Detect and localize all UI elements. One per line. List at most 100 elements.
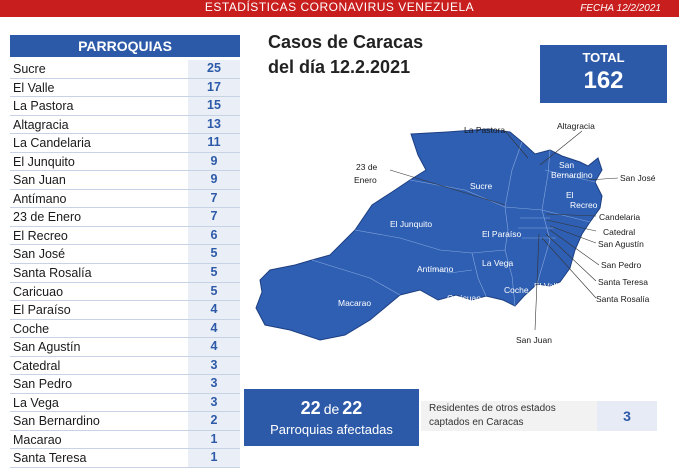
- map-label-coche: Coche: [504, 285, 529, 295]
- leader-line: [546, 219, 597, 232]
- residentes-value: 3: [597, 401, 657, 431]
- map-label-san-bernardino-2: Bernardino: [551, 170, 593, 180]
- table-row: El Valle 17: [10, 78, 240, 98]
- leader-line: [504, 130, 529, 159]
- table-row: Coche 4: [10, 319, 240, 339]
- map-label-el-recreo-2: Recreo: [570, 200, 598, 210]
- table-row: San Agustín 4: [10, 338, 240, 357]
- map-label-caricuao: Caricuao: [447, 293, 481, 303]
- afectadas-value: 22: [300, 398, 321, 418]
- parroquia-count: 4: [188, 301, 240, 319]
- parroquia-count: 7: [188, 208, 240, 226]
- parroquia-count: 4: [188, 319, 240, 338]
- map-label-el-junquito: El Junquito: [390, 219, 432, 229]
- map-label-el-paraiso: El Paraíso: [482, 229, 521, 239]
- leader-line: [389, 169, 506, 206]
- afectadas-label: Parroquias afectadas: [270, 422, 393, 437]
- map-callout-san-agustin: San Agustín: [598, 239, 644, 249]
- map-callout-catedral: Catedral: [603, 227, 635, 237]
- border-line: [354, 229, 506, 254]
- border-line: [504, 206, 509, 251]
- leader-line: [541, 237, 597, 299]
- parroquia-count: 1: [188, 430, 240, 449]
- table-row: Santa Rosalía 5: [10, 264, 240, 283]
- total-label: TOTAL: [582, 50, 625, 65]
- afectadas-de: de: [323, 401, 340, 417]
- parroquia-count: 9: [188, 152, 240, 171]
- table-row: Altagracia 13: [10, 115, 240, 135]
- map-callout-santa-teresa: Santa Teresa: [598, 277, 648, 287]
- inner-labels: Sucre El Junquito Antímano Macarao Caric…: [338, 160, 598, 308]
- table-row: La Vega 3: [10, 393, 240, 413]
- border-line: [429, 267, 473, 274]
- table-row: La Pastora 15: [10, 97, 240, 116]
- parroquia-count: 25: [188, 60, 240, 78]
- table-row: El Junquito 9: [10, 152, 240, 172]
- map-region-caracas: [255, 128, 603, 341]
- report-date: FECHA 12/2/2021: [580, 3, 661, 14]
- parroquia-name: El Recreo: [13, 228, 68, 243]
- map-svg: Sucre El Junquito Antímano Macarao Caric…: [255, 121, 656, 345]
- map-callout-san-pedro: San Pedro: [601, 260, 641, 270]
- callout-labels: La Pastora Altagracia 23 de Enero San Jo…: [354, 121, 656, 345]
- table-row: San Bernardino 2: [10, 412, 240, 431]
- parroquia-count: 5: [188, 245, 240, 263]
- border-line: [409, 179, 543, 211]
- map-callout-23-de-enero-1: 23 de: [356, 162, 378, 172]
- parroquia-name: Catedral: [13, 358, 61, 373]
- map-label-la-vega: La Vega: [482, 258, 513, 268]
- parroquia-count: 9: [188, 171, 240, 189]
- residentes-box: Residentes de otros estados captados en …: [421, 401, 657, 431]
- map-label-sucre: Sucre: [470, 181, 492, 191]
- parroquia-count: 5: [188, 264, 240, 282]
- parroquia-count: 1: [188, 449, 240, 467]
- parroquia-name: Altagracia: [13, 117, 69, 132]
- header-bar: ESTADÍSTICAS CORONAVIRUS VENEZUELA FECHA…: [0, 0, 679, 17]
- parroquia-count: 7: [188, 189, 240, 208]
- map-label-el-valle: El Valle: [534, 281, 562, 291]
- headline-line-1: Casos de Caracas: [268, 32, 424, 52]
- parroquia-name: San José: [13, 247, 66, 262]
- leader-line: [549, 225, 597, 244]
- map-callout-altagracia: Altagracia: [557, 121, 595, 131]
- total-box: TOTAL 162: [540, 45, 667, 103]
- map-callout-la-pastora: La Pastora: [464, 125, 505, 135]
- residentes-label: Residentes de otros estados captados en …: [429, 403, 556, 428]
- parroquia-count: 3: [188, 375, 240, 393]
- leader-line: [549, 229, 600, 266]
- table-row: Sucre 25: [10, 60, 240, 79]
- parroquia-name: La Pastora: [13, 99, 74, 114]
- parroquia-name: El Junquito: [13, 154, 75, 169]
- map-label-antimano: Antímano: [417, 264, 454, 274]
- table-row: San José 5: [10, 245, 240, 265]
- parroquias-table: Sucre 25 El Valle 17 La Pastora 15 Altagrac…: [10, 60, 240, 469]
- border-line: [311, 259, 401, 296]
- border-line: [541, 209, 591, 223]
- parroquia-name: Coche: [13, 321, 50, 336]
- parroquia-name: San Pedro: [13, 377, 73, 392]
- table-row: Santa Teresa 1: [10, 449, 240, 469]
- parroquia-count: 4: [188, 338, 240, 356]
- headline: Casos de Caracas del día 12.2.2021: [268, 30, 468, 80]
- leader-line: [545, 233, 597, 282]
- parroquia-name: San Agustín: [13, 340, 81, 355]
- table-row: Catedral 3: [10, 356, 240, 376]
- afectadas-count: 22 de 22: [244, 397, 419, 421]
- leader-line: [545, 213, 597, 217]
- parroquia-count: 15: [188, 97, 240, 115]
- parroquia-name: La Candelaria: [13, 136, 91, 151]
- parroquia-count: 2: [188, 412, 240, 430]
- leader-line: [587, 177, 619, 181]
- table-row: San Pedro 3: [10, 375, 240, 394]
- parroquia-name: El Valle: [13, 80, 55, 95]
- parroquia-count: 3: [188, 393, 240, 412]
- table-row: Caricuao 5: [10, 282, 240, 302]
- parroquia-name: San Juan: [13, 173, 66, 188]
- parroquia-name: Antímano: [13, 191, 67, 206]
- parish-borders: [311, 141, 596, 307]
- map-callout-san-juan: San Juan: [516, 335, 552, 345]
- parroquia-name: Santa Rosalía: [13, 266, 92, 281]
- map-callout-santa-rosalia: Santa Rosalía: [596, 294, 650, 304]
- border-line: [504, 141, 523, 208]
- border-line: [541, 149, 551, 211]
